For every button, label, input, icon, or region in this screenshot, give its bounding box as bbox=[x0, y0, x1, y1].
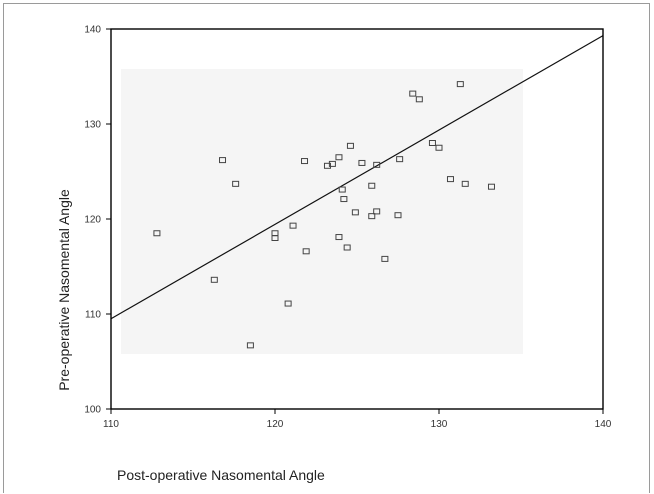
data-point bbox=[351, 209, 359, 216]
data-point bbox=[428, 140, 436, 146]
data-point bbox=[409, 90, 417, 97]
data-point bbox=[335, 234, 343, 241]
data-point bbox=[338, 186, 346, 193]
points-layer bbox=[153, 81, 495, 349]
y-tick-label: 120 bbox=[84, 215, 101, 226]
data-point bbox=[328, 160, 336, 167]
data-point bbox=[284, 300, 292, 307]
x-tick-label: 140 bbox=[595, 419, 612, 430]
data-point bbox=[271, 235, 279, 241]
data-point bbox=[335, 154, 343, 161]
data-point bbox=[289, 222, 297, 229]
fit-line bbox=[110, 35, 604, 320]
data-point bbox=[246, 342, 254, 349]
data-point bbox=[381, 255, 389, 262]
data-point bbox=[343, 244, 351, 251]
fit-line-layer bbox=[110, 35, 604, 320]
plot-background bbox=[121, 69, 523, 354]
x-axis-ticks: 110 120 130 140 bbox=[103, 409, 612, 430]
x-tick-label: 130 bbox=[431, 419, 448, 430]
data-point bbox=[358, 159, 366, 166]
y-tick-label: 140 bbox=[84, 25, 101, 36]
data-point bbox=[394, 212, 402, 219]
data-point bbox=[368, 213, 376, 220]
y-axis-ticks: 100 110 120 130 140 bbox=[84, 25, 111, 416]
data-point bbox=[435, 144, 443, 151]
data-point bbox=[396, 156, 404, 163]
y-tick-label: 110 bbox=[85, 310, 101, 321]
data-point bbox=[153, 230, 161, 237]
data-point bbox=[323, 162, 331, 169]
data-point bbox=[301, 158, 309, 165]
data-point bbox=[456, 81, 464, 88]
data-point bbox=[461, 180, 469, 187]
data-point bbox=[302, 248, 310, 255]
data-point bbox=[373, 161, 381, 168]
data-point bbox=[346, 142, 354, 149]
x-tick-label: 120 bbox=[267, 419, 284, 430]
data-point bbox=[340, 196, 348, 203]
data-point bbox=[219, 157, 227, 164]
data-point bbox=[368, 182, 376, 189]
y-tick-label: 130 bbox=[84, 120, 101, 131]
data-point bbox=[210, 276, 218, 283]
data-point bbox=[446, 176, 454, 183]
y-axis-label: Pre-operative Nasomental Angle bbox=[56, 189, 72, 391]
x-axis-label: Post-operative Nasomental Angle bbox=[117, 467, 325, 483]
data-point bbox=[415, 96, 423, 103]
x-tick-label: 110 bbox=[103, 419, 119, 430]
data-point bbox=[373, 208, 381, 215]
data-point bbox=[487, 183, 495, 190]
data-point bbox=[232, 180, 240, 187]
y-tick-label: 100 bbox=[84, 405, 101, 416]
